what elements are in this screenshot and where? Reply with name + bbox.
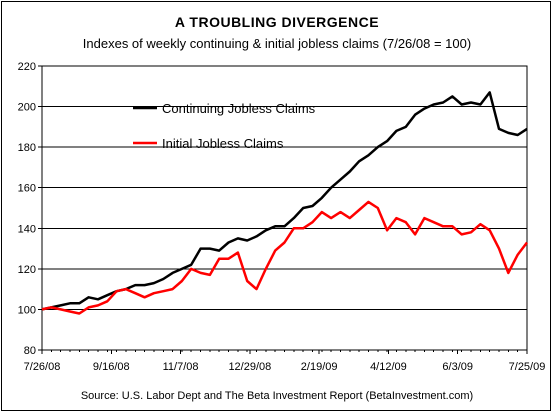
y-tick-label: 120: [18, 264, 36, 276]
x-tick-label: 4/12/09: [370, 361, 407, 373]
x-tick-label: 2/19/09: [301, 361, 338, 373]
x-tick-label: 9/16/08: [93, 361, 130, 373]
y-tick-label: 200: [18, 102, 36, 114]
legend-label-initial: Initial Jobless Claims: [162, 136, 284, 151]
x-tick-label: 12/29/08: [228, 361, 271, 373]
chart-source: Source: U.S. Labor Dept and The Beta Inv…: [80, 390, 474, 402]
y-tick-label: 80: [24, 345, 36, 357]
x-tick-label: 7/26/08: [24, 361, 61, 373]
x-tick-label: 6/3/09: [442, 361, 473, 373]
y-tick-label: 140: [18, 223, 36, 235]
y-tick-label: 160: [18, 183, 36, 195]
series-line-initial: [41, 200, 528, 315]
plot-area: [42, 66, 527, 350]
chart-subtitle: Indexes of weekly continuing & initial j…: [82, 36, 472, 51]
x-tick-label: 11/7/08: [163, 361, 199, 373]
y-tick-label: 180: [18, 142, 36, 154]
y-tick-label: 100: [18, 304, 36, 316]
y-tick-label: 220: [18, 61, 36, 73]
legend-label-continuing: Continuing Jobless Claims: [162, 101, 316, 116]
chart-title: A TROUBLING DIVERGENCE: [174, 14, 380, 30]
x-tick-label: 7/25/09: [509, 361, 546, 373]
